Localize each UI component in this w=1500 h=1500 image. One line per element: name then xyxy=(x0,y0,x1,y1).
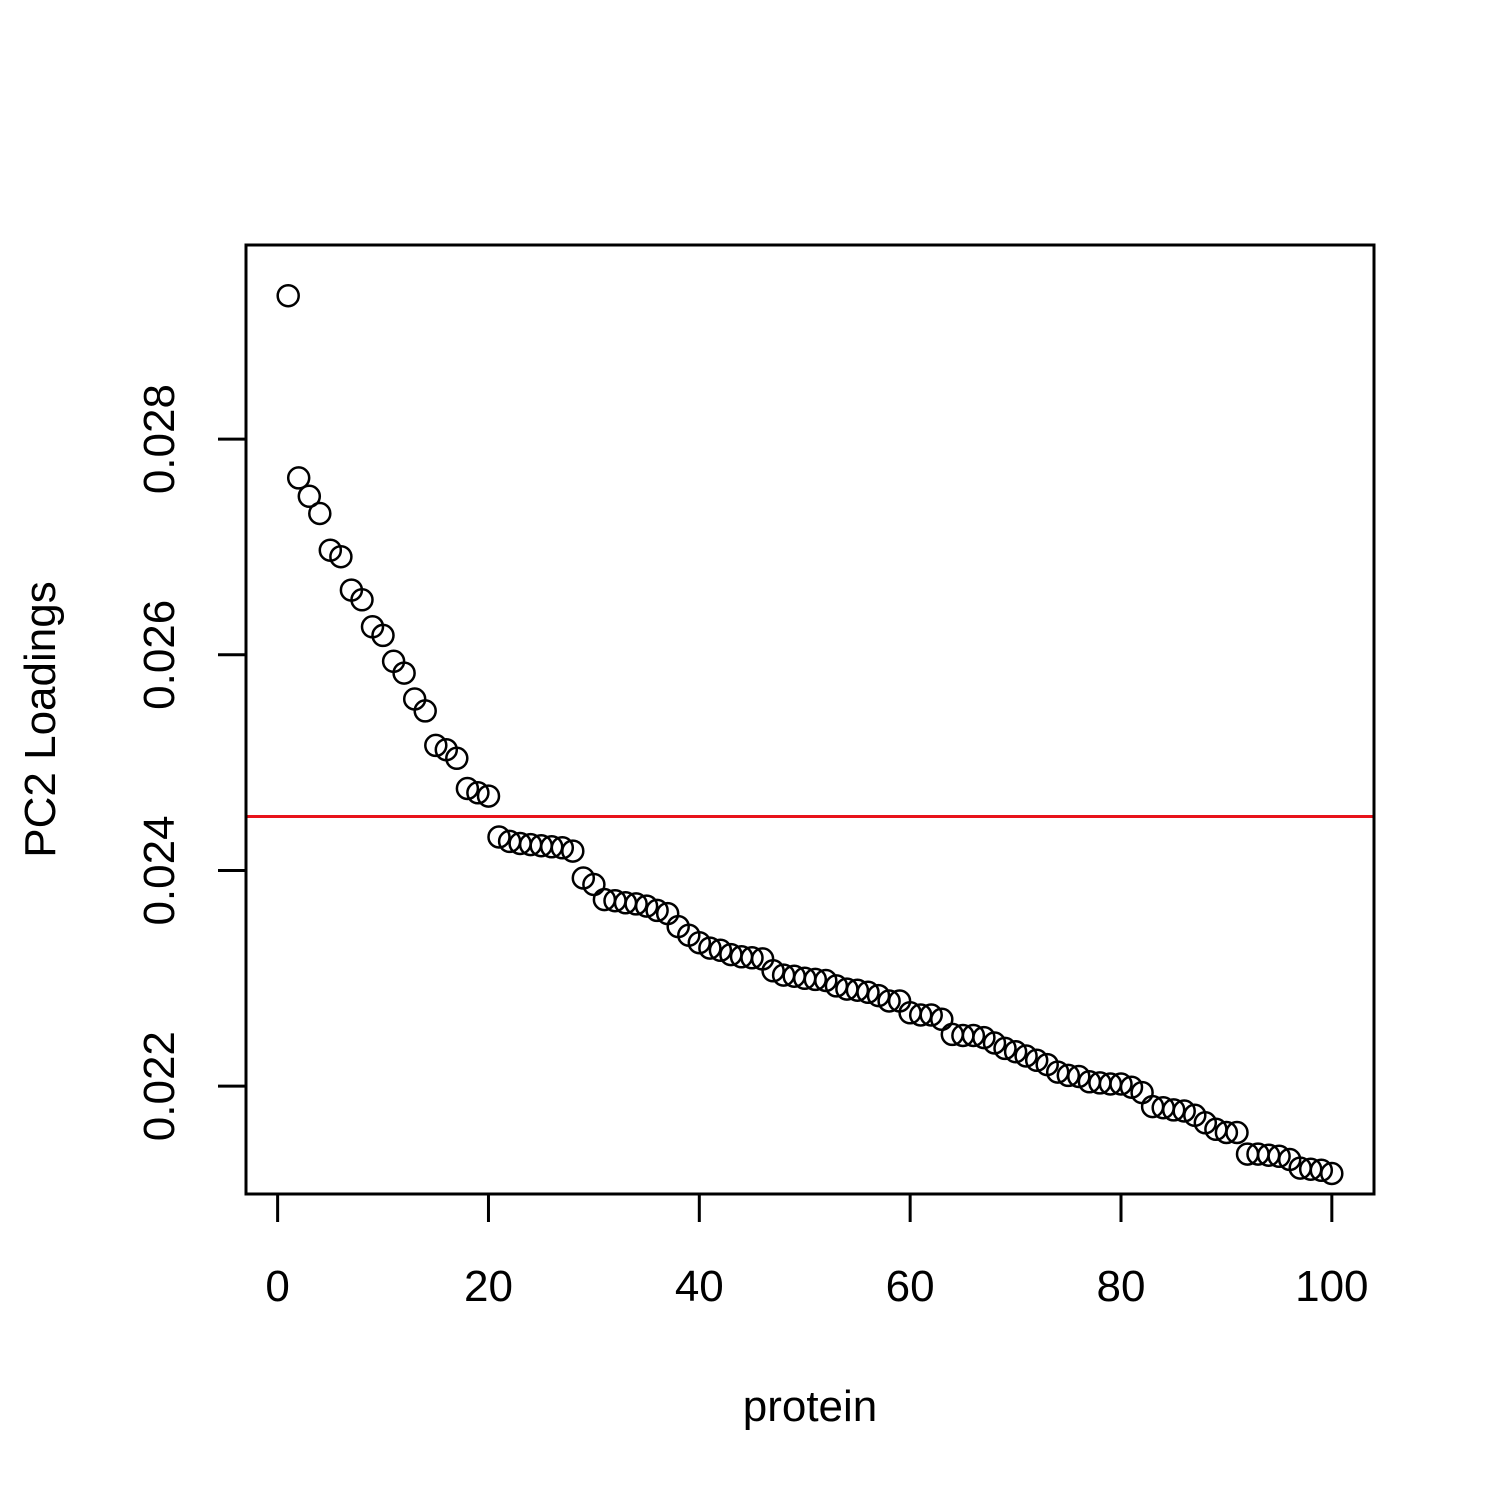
points-layer xyxy=(276,283,1344,1186)
data-point xyxy=(1225,1120,1249,1145)
data-point xyxy=(803,967,828,992)
x-tick-label: 100 xyxy=(1295,1262,1368,1311)
data-point xyxy=(814,968,838,993)
data-point xyxy=(856,980,880,1005)
data-point xyxy=(550,836,575,860)
data-point xyxy=(1172,1099,1196,1123)
data-point xyxy=(698,936,722,960)
data-point xyxy=(308,501,332,526)
data-point xyxy=(561,839,585,863)
data-point xyxy=(708,938,733,963)
data-point xyxy=(1267,1144,1291,1169)
data-point xyxy=(276,283,300,308)
data-point xyxy=(371,623,395,648)
y-tick-label: 0.026 xyxy=(135,600,184,710)
data-point xyxy=(445,746,469,771)
x-tick-label: 20 xyxy=(464,1262,513,1311)
data-point xyxy=(1014,1044,1038,1068)
data-point xyxy=(350,588,374,612)
data-point xyxy=(624,892,648,916)
data-point xyxy=(919,1003,943,1027)
data-point xyxy=(972,1025,996,1050)
data-point xyxy=(466,781,490,805)
data-point xyxy=(740,946,764,970)
data-point xyxy=(1024,1048,1049,1073)
data-point xyxy=(866,983,891,1008)
y-tick-label: 0.022 xyxy=(135,1031,184,1141)
data-point xyxy=(877,989,901,1013)
x-tick-label: 60 xyxy=(886,1262,935,1311)
data-point xyxy=(1320,1161,1344,1186)
data-point xyxy=(1067,1064,1091,1089)
data-point xyxy=(424,733,448,758)
data-point xyxy=(455,776,480,801)
data-point xyxy=(993,1036,1017,1061)
y-axis-title: PC2 Loadings xyxy=(16,581,65,857)
y-tick-label: 0.024 xyxy=(135,815,184,925)
data-point xyxy=(961,1023,986,1048)
data-point xyxy=(1214,1120,1239,1145)
data-point xyxy=(1056,1063,1081,1088)
x-tick-label: 0 xyxy=(265,1262,289,1311)
data-point xyxy=(413,699,437,723)
data-point xyxy=(645,898,669,923)
data-point xyxy=(1309,1158,1334,1183)
data-point xyxy=(687,930,712,955)
x-tick-label: 40 xyxy=(675,1262,724,1311)
data-point xyxy=(329,544,353,569)
data-point xyxy=(1109,1072,1133,1096)
y-axis: 0.022 0.024 0.026 0.028 xyxy=(135,384,248,1141)
data-point xyxy=(1161,1098,1186,1122)
x-axis: 0 20 40 60 80 100 xyxy=(265,1192,1369,1311)
data-point xyxy=(476,784,501,808)
data-point xyxy=(487,825,511,849)
data-point xyxy=(845,978,870,1002)
data-point xyxy=(297,484,322,509)
y-tick-label: 0.028 xyxy=(135,384,184,494)
x-tick-label: 80 xyxy=(1097,1262,1146,1311)
data-point xyxy=(1003,1039,1028,1064)
data-point xyxy=(1119,1075,1144,1099)
data-point xyxy=(392,661,416,685)
data-point xyxy=(634,894,659,918)
data-point xyxy=(286,466,311,490)
data-point xyxy=(761,959,785,983)
x-axis-title: protein xyxy=(743,1382,878,1431)
